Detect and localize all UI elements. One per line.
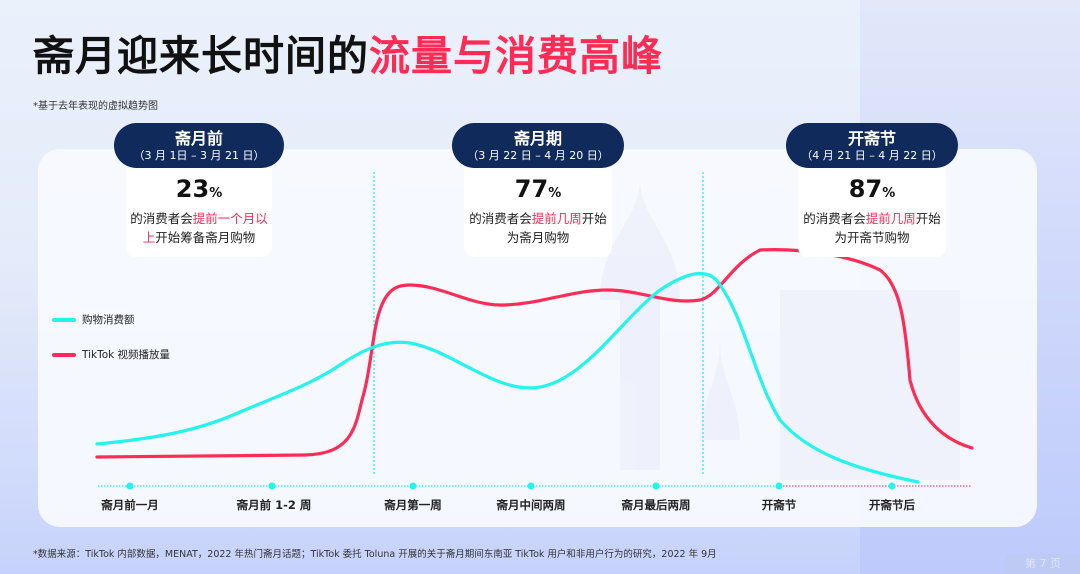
- x-axis-ticks: [126, 482, 896, 490]
- desc-prefix: 的消费者会: [803, 211, 866, 226]
- phase-range: （4 月 21 日 – 4 月 22 日）: [801, 149, 943, 162]
- legend-label: TikTok 视频播放量: [82, 349, 171, 361]
- phase-body: 87% 的消费者会提前几周开始为开斋节购物: [798, 168, 946, 257]
- legend-swatch-red-icon: [52, 352, 76, 357]
- x-label: 开斋节后: [869, 498, 915, 512]
- legend-item-shopping: 购物消费额: [52, 312, 135, 327]
- phase-name: 开斋节: [847, 129, 896, 148]
- page-title: 斋月迎来长时间的流量与消费高峰: [33, 22, 663, 82]
- phase-pill: 开斋节 （4 月 21 日 – 4 月 22 日）: [786, 123, 958, 168]
- desc-highlight: 提前几周: [531, 211, 582, 226]
- x-label: 斋月最后两周: [621, 498, 691, 512]
- phase-pill: 斋月期 （3 月 22 日 – 4 月 20 日）: [452, 123, 624, 168]
- phase-body: 23% 的消费者会提前一个月以上开始筹备斋月购物: [126, 168, 272, 257]
- phase-description: 的消费者会提前几周开始为斋月购物: [468, 209, 608, 247]
- percent-value: 23: [175, 175, 210, 203]
- legend-item-tiktok: TikTok 视频播放量: [52, 347, 170, 362]
- desc-suffix: 开始筹备斋月购物: [155, 230, 256, 245]
- legend-label: 购物消费额: [82, 314, 135, 326]
- desc-prefix: 的消费者会: [130, 211, 193, 226]
- phase-name: 斋月前: [174, 129, 223, 148]
- phase-percent: 23%: [130, 174, 268, 209]
- desc-suffix: 开始为开斋节购物: [834, 211, 941, 245]
- phase-name: 斋月期: [513, 129, 562, 148]
- phase-description: 的消费者会提前几周开始为开斋节购物: [802, 209, 942, 247]
- phase-body: 77% 的消费者会提前几周开始为斋月购物: [464, 168, 612, 257]
- phase-range: （3 月 22 日 – 4 月 20 日）: [467, 149, 609, 162]
- x-label: 斋月前一月: [101, 498, 159, 512]
- phase-percent: 77%: [468, 174, 608, 209]
- phase-card-ramadan: 斋月期 （3 月 22 日 – 4 月 20 日） 77% 的消费者会提前几周开…: [452, 123, 624, 257]
- x-label: 斋月中间两周: [496, 498, 566, 512]
- phase-range: （3 月 1日 – 3 月 21 日）: [133, 149, 265, 162]
- desc-suffix: 开始为斋月购物: [506, 211, 607, 245]
- legend-swatch-cyan-icon: [52, 317, 76, 322]
- mosque-silhouette-icon: [600, 180, 960, 480]
- desc-highlight: 提前几周: [865, 211, 916, 226]
- subtitle: *基于去年表现的虚拟趋势图: [33, 101, 158, 112]
- shopping-spend-line: [95, 271, 920, 484]
- percent-value: 77: [514, 175, 549, 203]
- percent-symbol: %: [882, 186, 896, 201]
- page-number: 第 7 页: [1006, 554, 1080, 574]
- desc-highlight: 提前一个月以上: [142, 211, 268, 245]
- phase-description: 的消费者会提前一个月以上开始筹备斋月购物: [130, 209, 268, 247]
- tiktok-views-line: [95, 248, 974, 459]
- percent-value: 87: [848, 175, 883, 203]
- footnote: *数据来源：TikTok 内部数据，MENAT，2022 年热门斋月话题；Tik…: [33, 549, 717, 560]
- x-label: 斋月第一周: [384, 498, 442, 512]
- phase-card-eid: 开斋节 （4 月 21 日 – 4 月 22 日） 87% 的消费者会提前几周开…: [786, 123, 958, 257]
- percent-symbol: %: [209, 186, 223, 201]
- title-plain: 斋月迎来长时间的: [33, 32, 369, 80]
- phase-pill: 斋月前 （3 月 1日 – 3 月 21 日）: [114, 123, 284, 168]
- percent-symbol: %: [548, 186, 562, 201]
- x-label: 斋月前 1-2 周: [236, 498, 312, 512]
- desc-prefix: 的消费者会: [469, 211, 532, 226]
- phase-percent: 87%: [802, 174, 942, 209]
- title-highlight: 流量与消费高峰: [369, 32, 663, 80]
- x-label: 开斋节: [761, 498, 797, 512]
- phase-card-pre-ramadan: 斋月前 （3 月 1日 – 3 月 21 日） 23% 的消费者会提前一个月以上…: [114, 123, 284, 257]
